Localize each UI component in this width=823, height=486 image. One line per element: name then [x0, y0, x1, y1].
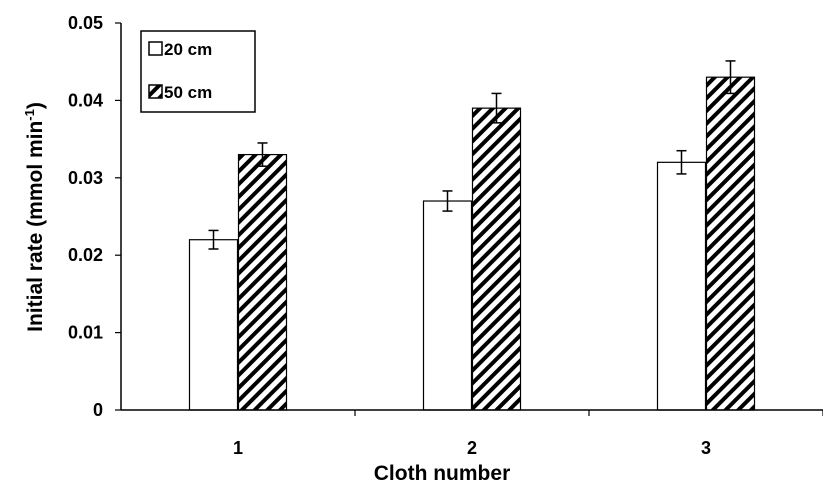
y-tick-label-0: 0 — [93, 400, 103, 420]
x-tick-label-2: 2 — [467, 438, 477, 458]
y-tick-label-2: 0.02 — [68, 245, 103, 265]
error-bars-layer — [208, 60, 736, 250]
axes-layer — [115, 22, 823, 416]
x-tick-label-1: 1 — [233, 438, 243, 458]
tick-labels-layer: 1 2 3 0 0.01 0.02 0.03 0.04 0.05 — [68, 13, 711, 458]
legend-label-50cm: 50 cm — [164, 83, 212, 102]
x-axis-title: Cloth number — [374, 462, 511, 485]
y-tick-label-3: 0.03 — [68, 168, 103, 188]
legend-swatch-50cm — [148, 84, 163, 99]
bar-series1-cat1 — [188, 239, 239, 411]
y-tick-label-1: 0.01 — [68, 323, 103, 343]
y-axis-title-superscript: -1 — [22, 109, 37, 121]
bar-series1-cat3 — [656, 161, 707, 411]
bar-series2-cat2 — [471, 107, 522, 411]
y-axis-title-end: ) — [24, 102, 47, 109]
y-axis-title: Initial rate (mmol min-1) — [22, 102, 47, 332]
bar-series1-cat2 — [422, 200, 473, 411]
bar-series2-cat3 — [705, 76, 756, 411]
y-tick-label-4: 0.04 — [68, 90, 103, 110]
legend-swatch-20cm — [148, 41, 163, 56]
legend: 20 cm 50 cm — [140, 30, 256, 113]
x-tick-label-3: 3 — [701, 438, 711, 458]
bar-series2-cat1 — [237, 153, 288, 411]
y-tick-label-5: 0.05 — [68, 13, 103, 33]
bars-layer — [188, 76, 756, 411]
y-axis-title-main: Initial rate (mmol min — [24, 121, 47, 332]
legend-label-20cm: 20 cm — [164, 40, 212, 59]
